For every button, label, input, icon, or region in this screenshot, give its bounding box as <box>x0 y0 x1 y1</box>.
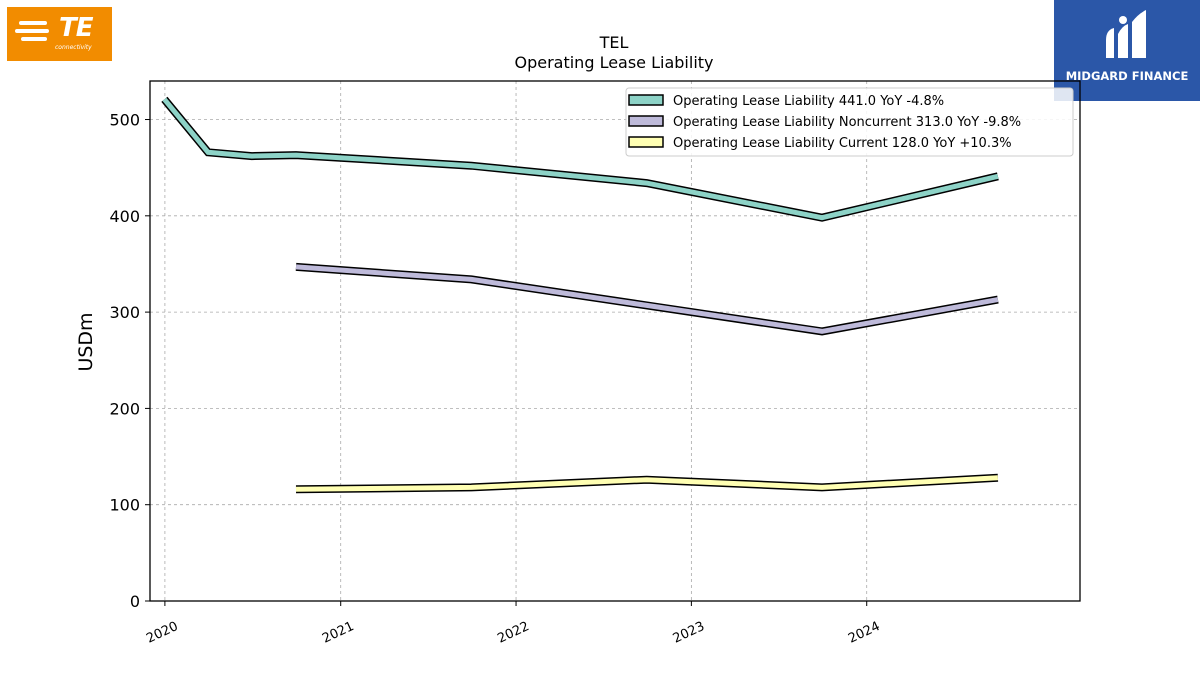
legend-box <box>625 87 1074 157</box>
logo-text: TE <box>59 13 93 43</box>
legend-label: Operating Lease Liability Current 128.0 … <box>673 136 1012 151</box>
plot-frame <box>149 80 1081 602</box>
series-line <box>295 475 999 492</box>
logo-stripe <box>19 21 47 25</box>
legend-swatch <box>628 136 664 148</box>
y-tick-label: 100 <box>109 496 140 515</box>
legend-swatch <box>628 115 664 127</box>
midgard-emblem-icon <box>1106 10 1146 58</box>
x-tick-label: 2023 <box>671 619 707 647</box>
y-tick-label: 500 <box>109 111 140 130</box>
chart-title: TEL <box>599 33 629 52</box>
x-tick-label: 2022 <box>495 619 531 647</box>
logo-text: MIDGARD FINANCE <box>1065 69 1189 83</box>
logo-subtext: connectivity <box>55 44 92 51</box>
y-axis-label: USDm <box>75 312 97 371</box>
y-tick-label: 200 <box>109 399 140 418</box>
y-tick-label: 300 <box>109 303 140 322</box>
legend: Operating Lease Liability 441.0 YoY -4.8… <box>625 87 1074 157</box>
y-tick-label: 0 <box>130 592 140 611</box>
legend-label: Operating Lease Liability 441.0 YoY -4.8… <box>673 94 944 109</box>
series-line <box>295 264 999 334</box>
axes: 0 100 200 300 400 500 2020 2021 2022 2023 2024 <box>109 111 882 647</box>
logo-stripe <box>15 29 49 33</box>
chart-subtitle: Operating Lease Liability <box>514 53 713 72</box>
y-tick-label: 400 <box>109 207 140 226</box>
legend-label: Operating Lease Liability Noncurrent 313… <box>673 115 1021 130</box>
logo-stripe <box>21 37 47 41</box>
x-tick-label: 2020 <box>144 619 180 647</box>
series-layer <box>161 96 999 494</box>
x-tick-label: 2024 <box>846 619 882 647</box>
te-connectivity-logo: TE connectivity <box>7 7 112 61</box>
legend-swatch <box>628 94 664 106</box>
x-tick-label: 2021 <box>320 619 356 647</box>
midgard-finance-logo: MIDGARD FINANCE <box>1054 0 1200 101</box>
series-line <box>162 97 999 221</box>
